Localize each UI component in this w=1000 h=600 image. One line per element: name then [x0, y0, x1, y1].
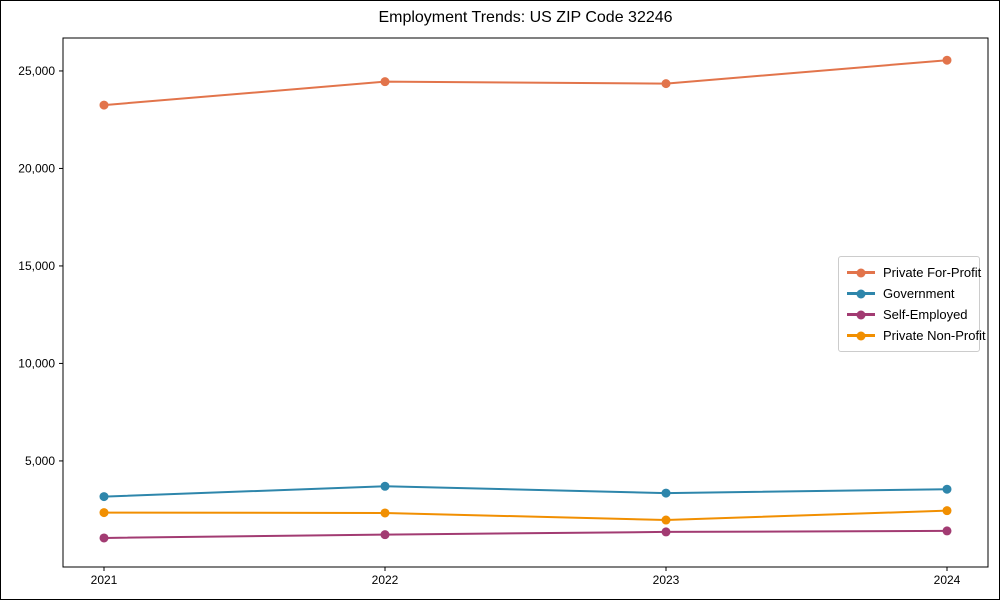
data-point-self-employed: [942, 526, 952, 536]
legend-item-government: Government: [847, 283, 971, 304]
legend-label: Private For-Profit: [883, 265, 982, 280]
data-point-self-employed: [661, 527, 671, 537]
data-point-private-for-profit: [942, 55, 952, 65]
legend-item-private-non-profit: Private Non-Profit: [847, 325, 986, 346]
x-tick-label: 2024: [934, 573, 961, 587]
legend-item-self-employed: Self-Employed: [847, 304, 971, 325]
legend-marker-dot: [856, 289, 866, 298]
legend-label: Government: [883, 286, 955, 301]
legend-marker: [847, 310, 875, 319]
data-point-government: [99, 492, 109, 502]
legend-marker: [847, 331, 875, 340]
y-tick-label: 25,000: [18, 64, 55, 78]
legend-label: Self-Employed: [883, 307, 968, 322]
y-tick-label: 10,000: [18, 356, 55, 370]
legend-marker-dot: [856, 310, 866, 319]
y-tick-label: 15,000: [18, 259, 55, 273]
data-point-government: [661, 488, 671, 498]
x-tick-label: 2023: [653, 573, 680, 587]
data-point-private-non-profit: [380, 508, 390, 518]
data-point-private-non-profit: [661, 515, 671, 525]
legend-item-private-for-profit: Private For-Profit: [847, 262, 981, 283]
legend: Private For-Profit Government Self-Employe…: [838, 256, 986, 352]
y-tick-label: 5,000: [25, 454, 55, 468]
legend-marker-dot: [856, 268, 866, 277]
data-point-private-non-profit: [942, 506, 952, 516]
x-tick-label: 2021: [91, 573, 118, 587]
legend-marker: [847, 289, 875, 298]
data-point-self-employed: [380, 530, 390, 540]
data-point-private-non-profit: [99, 508, 109, 518]
data-point-self-employed: [99, 533, 109, 543]
series-line-private-for-profit: [103, 59, 948, 107]
series-line-self-employed: [103, 529, 948, 539]
axes-box: [62, 37, 989, 568]
x-tick-label: 2022: [372, 573, 399, 587]
data-point-private-for-profit: [661, 79, 671, 89]
data-point-private-for-profit: [380, 77, 390, 87]
data-point-government: [380, 481, 390, 491]
data-point-private-for-profit: [99, 100, 109, 110]
legend-marker-dot: [856, 331, 866, 340]
chart-title: Employment Trends: US ZIP Code 32246: [378, 9, 673, 26]
legend-marker: [847, 268, 875, 277]
series-line-private-non-profit: [103, 509, 948, 522]
series-line-government: [103, 485, 948, 498]
data-point-government: [942, 484, 952, 494]
legend-label: Private Non-Profit: [883, 328, 986, 343]
y-tick-label: 20,000: [18, 161, 55, 175]
